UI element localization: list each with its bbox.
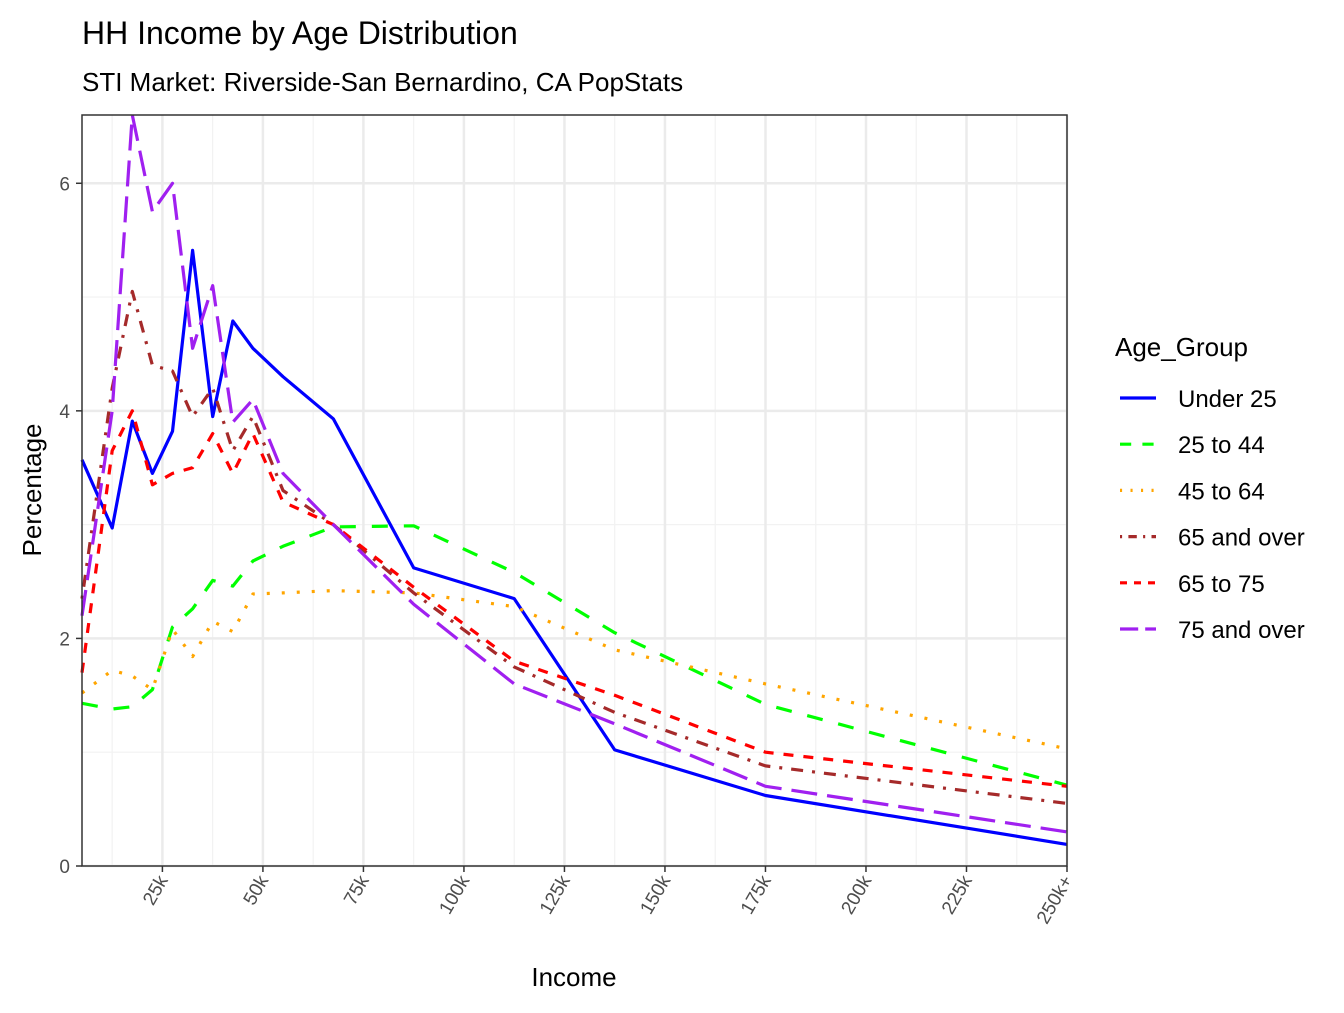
legend: Age_Group Under 25 25 to 44 45 to 64 65 and… bbox=[1115, 332, 1305, 644]
series-line-25-to-44 bbox=[81, 524, 1068, 787]
series-line-under-25 bbox=[80, 248, 1068, 846]
x-tick-label: 50k bbox=[240, 872, 274, 909]
x-axis: 25k 50k 75k 100k 125k 150k 175k 200k 225k 250k+ bbox=[139, 866, 1077, 928]
series-line-65-to-75 bbox=[80, 409, 1068, 788]
series-line-45-to-64 bbox=[81, 588, 1068, 751]
series-line-65-and-over bbox=[80, 289, 1068, 805]
grid bbox=[82, 115, 1069, 868]
x-tick-label: 25k bbox=[139, 872, 173, 909]
y-tick-label: 0 bbox=[59, 857, 70, 878]
chart-subtitle: STI Market: Riverside-San Bernardino, CA… bbox=[82, 67, 683, 97]
x-tick-label: 150k bbox=[637, 872, 676, 919]
y-tick-label: 4 bbox=[59, 402, 70, 423]
legend-label: 65 to 75 bbox=[1178, 571, 1265, 598]
y-axis-label: Percentage bbox=[17, 424, 47, 557]
y-axis: 0 2 4 6 bbox=[59, 174, 82, 878]
x-tick-label: 200k bbox=[838, 872, 877, 919]
chart-title: HH Income by Age Distribution bbox=[82, 15, 518, 51]
x-tick-label: 250k+ bbox=[1033, 872, 1077, 928]
series-line-75-and-over bbox=[80, 113, 1068, 834]
legend-label: 75 and over bbox=[1178, 617, 1305, 644]
x-axis-label: Income bbox=[531, 962, 616, 992]
panel-border bbox=[81, 114, 1068, 867]
series-lines bbox=[80, 113, 1068, 846]
legend-label: Under 25 bbox=[1178, 386, 1277, 413]
x-tick-label: 225k bbox=[938, 872, 977, 919]
x-tick-label: 175k bbox=[737, 872, 776, 919]
legend-label: 65 and over bbox=[1178, 525, 1305, 552]
y-tick-label: 2 bbox=[59, 629, 70, 650]
legend-label: 45 to 64 bbox=[1178, 478, 1265, 505]
x-tick-label: 75k bbox=[340, 872, 374, 909]
legend-title: Age_Group bbox=[1115, 332, 1248, 362]
y-tick-label: 6 bbox=[59, 174, 70, 195]
x-tick-label: 100k bbox=[435, 872, 474, 919]
legend-label: 25 to 44 bbox=[1178, 432, 1265, 459]
x-tick-label: 125k bbox=[536, 872, 575, 919]
